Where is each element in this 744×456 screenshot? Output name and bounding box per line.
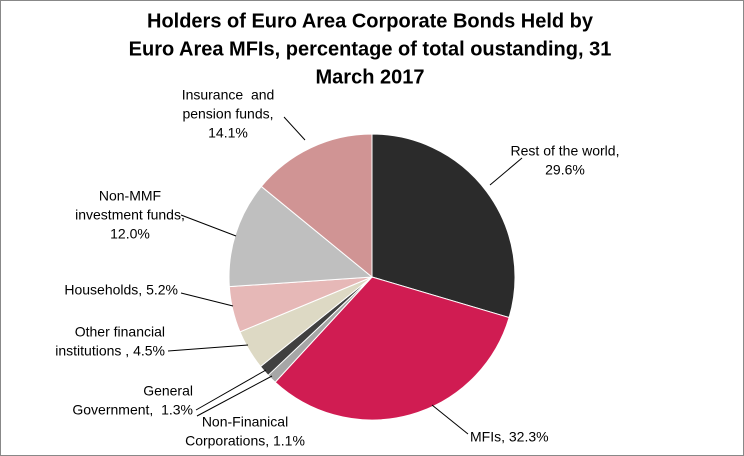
leader-line — [283, 116, 306, 141]
leader-line — [180, 292, 234, 307]
pie-slice — [274, 276, 510, 421]
slice-label: Corporations, 1.1% — [185, 433, 305, 449]
leader-line — [167, 344, 249, 352]
slice-label: 29.6% — [545, 162, 585, 178]
slice-label: Government, 1.3% — [72, 402, 193, 418]
slice-label: Non-Finanical — [202, 414, 288, 430]
slice-label: MFIs, 32.3% — [470, 429, 549, 445]
slice-label: pension funds, — [182, 106, 273, 122]
slice-label: Other financial — [75, 324, 165, 340]
leader-line — [431, 404, 469, 435]
slice-label: Households, 5.2% — [64, 282, 178, 298]
slice-label: investment funds, — [75, 207, 185, 223]
slice-label: institutions , 4.5% — [55, 343, 165, 359]
leader-line — [489, 157, 523, 186]
pie-slice — [260, 133, 373, 279]
slice-label: 12.0% — [110, 226, 150, 242]
leader-line — [195, 369, 267, 411]
pie-slice — [228, 185, 374, 288]
chart-title: Euro Area MFIs, percentage of total oust… — [129, 38, 612, 60]
slice-label: Non-MMF — [99, 188, 161, 204]
slice-label: Insurance and — [182, 87, 275, 103]
slice-label: Rest of the world, — [511, 143, 620, 159]
leader-line — [196, 375, 273, 417]
chart-title: March 2017 — [316, 66, 425, 88]
slice-label: 14.1% — [208, 125, 248, 141]
pie-slice — [371, 133, 516, 319]
leader-line — [180, 214, 237, 237]
slice-label: General — [143, 383, 193, 399]
chart-title: Holders of Euro Area Corporate Bonds Hel… — [147, 10, 594, 32]
